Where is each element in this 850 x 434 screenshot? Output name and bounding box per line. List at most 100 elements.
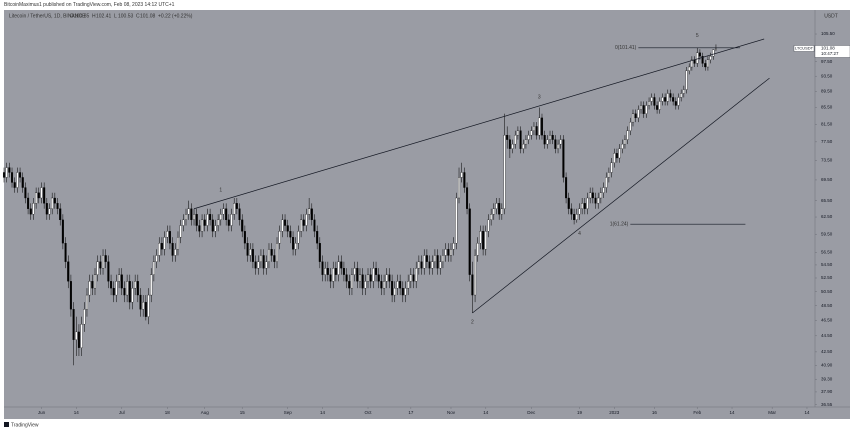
candle-body xyxy=(104,255,107,262)
candle-body xyxy=(198,225,201,232)
wave-label: 4 xyxy=(578,231,581,237)
candle-body xyxy=(326,267,329,275)
symbol-title: Litecoin / TetherUS, 1D, BINANCE xyxy=(9,13,86,19)
x-tick-label: Oct xyxy=(365,410,373,415)
candle-body xyxy=(184,214,188,221)
candle-body xyxy=(43,187,46,204)
candle-body xyxy=(631,113,635,123)
candle-body xyxy=(286,225,289,232)
x-tick-label: 19 xyxy=(577,410,583,415)
y-tick-label: 50.50 xyxy=(821,289,833,294)
candle-body xyxy=(543,134,546,145)
candle-body xyxy=(404,287,407,296)
candle-body xyxy=(457,177,461,199)
candle-body xyxy=(289,231,292,238)
candle-body xyxy=(345,274,348,282)
candle-body xyxy=(308,208,311,215)
candle-body xyxy=(211,219,214,232)
chart-background xyxy=(4,10,850,419)
y-tick-label: 69.50 xyxy=(821,177,833,182)
trendline xyxy=(193,38,765,210)
candle-body xyxy=(29,208,32,215)
candle-body xyxy=(259,255,262,262)
candle-body xyxy=(110,281,113,289)
fib-label: 1(61.24) xyxy=(610,221,629,227)
candle-body xyxy=(396,281,399,289)
candle-body xyxy=(653,97,656,106)
candle-body xyxy=(524,139,527,145)
candle-body xyxy=(53,197,56,204)
candle-body xyxy=(193,214,196,221)
y-tick-label: 39.30 xyxy=(821,376,833,381)
candle-body xyxy=(618,148,621,159)
candle-body xyxy=(439,261,442,269)
symbol-tag-box xyxy=(793,45,815,52)
candle-body xyxy=(581,203,584,209)
candle-body xyxy=(714,48,717,50)
candle-body xyxy=(310,208,313,221)
candle-body xyxy=(648,101,651,106)
candle-body xyxy=(575,214,578,221)
candle-body xyxy=(586,197,589,209)
candle-body xyxy=(696,52,699,64)
candle-body xyxy=(251,249,254,262)
candle-body xyxy=(407,281,410,289)
candle-body xyxy=(535,126,538,136)
x-tick-label: Jul xyxy=(119,410,125,415)
candle-body xyxy=(321,261,324,275)
x-tick-label: Nov xyxy=(447,410,456,415)
price-tag-box xyxy=(814,45,850,58)
candle-body xyxy=(519,130,522,149)
x-tick-label: Mar xyxy=(768,410,776,415)
candle-body xyxy=(182,219,185,226)
change: +0.22 (+0.22%) xyxy=(158,13,193,19)
candle-body xyxy=(187,208,190,215)
x-tick-label: Sep xyxy=(284,410,293,415)
ohlc-value: 100.85 xyxy=(74,13,90,19)
y-tick-label: 48.50 xyxy=(821,303,833,308)
candle-body xyxy=(565,177,568,199)
candle-body xyxy=(93,274,97,289)
wave-label: 2 xyxy=(471,319,474,325)
x-tick-label: 16 xyxy=(652,410,658,415)
candle-body xyxy=(11,172,14,183)
x-tick-label: 14 xyxy=(483,410,489,415)
candle-body xyxy=(712,49,715,57)
candle-body xyxy=(492,208,495,215)
candle-body xyxy=(265,261,268,269)
candle-body xyxy=(364,281,367,289)
candle-body xyxy=(254,261,257,269)
candle-body xyxy=(482,231,485,250)
candle-body xyxy=(503,134,506,209)
candle-body xyxy=(67,261,70,282)
candle-body xyxy=(56,203,59,209)
x-tick-label: 14 xyxy=(74,410,80,415)
x-tick-label: 14 xyxy=(804,410,810,415)
candle-body xyxy=(21,177,24,188)
candle-body xyxy=(393,287,396,296)
candle-body xyxy=(217,219,220,226)
candle-body xyxy=(640,105,643,110)
candle-body xyxy=(334,267,337,275)
candle-body xyxy=(300,219,303,232)
candle-body xyxy=(605,177,608,188)
candle-body xyxy=(91,281,94,289)
candle-body xyxy=(24,187,27,199)
y-tick-label: 89.50 xyxy=(821,89,833,94)
candle-body xyxy=(559,139,562,145)
y-tick-label: 65.50 xyxy=(821,198,833,203)
candle-body xyxy=(85,294,88,310)
candle-body xyxy=(305,214,308,226)
candle-body xyxy=(626,130,629,140)
candle-body xyxy=(284,219,287,226)
candle-body xyxy=(270,249,273,256)
y-tick-label: 62.50 xyxy=(821,214,833,219)
candle-body xyxy=(225,208,228,221)
x-tick-label: 14 xyxy=(730,410,736,415)
candle-body xyxy=(645,105,648,114)
candle-body xyxy=(243,231,246,244)
x-tick-label: 17 xyxy=(408,410,414,415)
candle-body xyxy=(511,143,514,149)
candle-body xyxy=(468,208,471,275)
